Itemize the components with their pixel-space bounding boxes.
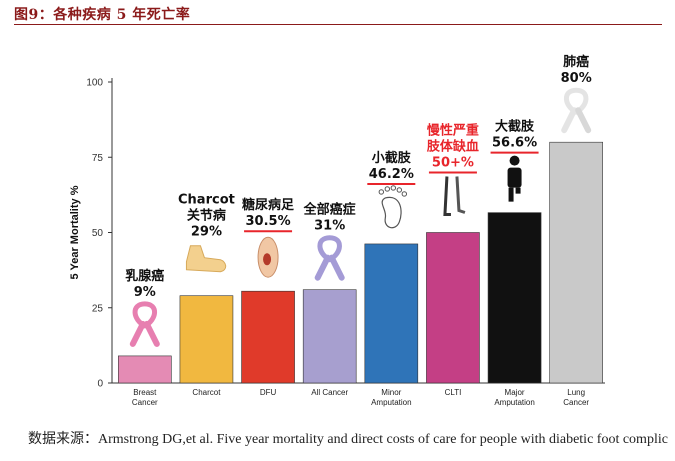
- x-tick-label: DFU: [260, 388, 277, 397]
- amputee-figure-icon: [507, 155, 522, 202]
- bar-5: [426, 232, 480, 384]
- bar-annotation-0-line-1: 9%: [134, 285, 156, 300]
- bar-annotation-1-line-1: 关节病: [187, 208, 226, 224]
- y-tick-label: 50: [92, 228, 104, 239]
- bar-4: [364, 243, 419, 384]
- footprint-icon: [378, 185, 408, 229]
- bar-annotation-6-line-1: 56.6%: [492, 136, 537, 151]
- x-tick-label: Lung Cancer: [563, 388, 589, 407]
- bar-annotation-7-line-0: 肺癌: [563, 54, 589, 70]
- bar-0: [118, 355, 172, 384]
- y-tick-label: 25: [92, 303, 104, 314]
- white-ribbon-icon: [561, 87, 592, 134]
- bar-7: [549, 141, 603, 384]
- bar-1: [179, 295, 234, 384]
- y-tick-label: 75: [92, 153, 104, 164]
- x-tick-label: All Cancer: [311, 388, 348, 397]
- foot-icon: [185, 245, 227, 273]
- bar-annotation-5-line-2: 50+%: [432, 156, 474, 171]
- wounded-foot-icon: [257, 236, 279, 278]
- bar-3: [302, 289, 357, 384]
- bar-annotation-2-line-1: 30.5%: [246, 214, 291, 229]
- title-divider: [14, 24, 662, 25]
- bar-annotation-5-line-1: 肢体缺血: [427, 139, 479, 155]
- bar-annotation-6-line-0: 大截肢: [495, 119, 535, 135]
- mortality-bar-chart: 0 25 50 75 100 5 Year Mortality % Breast Cancer…: [69, 54, 605, 407]
- bar-annotation-7-line-1: 80%: [561, 71, 592, 86]
- x-tick-label: Minor Amputation: [371, 388, 411, 407]
- x-tick-label: Breast Cancer: [132, 388, 158, 407]
- bar-annotation-2-line-0: 糖尿病足: [242, 197, 295, 213]
- legs-icon: [443, 176, 466, 216]
- lavender-ribbon-icon: [314, 235, 345, 281]
- bar-annotation-1-line-2: 29%: [191, 225, 222, 240]
- bar-annotation-5-line-0: 慢性严重: [427, 123, 479, 139]
- source-note: 数据来源：Armstrong DG,et al. Five year morta…: [28, 432, 668, 447]
- bar-annotation-3-line-1: 31%: [314, 219, 345, 234]
- bar-6: [487, 212, 542, 384]
- x-tick-label: Charcot: [192, 388, 221, 397]
- bar-annotation-0-line-0: 乳腺癌: [125, 268, 164, 284]
- pink-ribbon-icon: [129, 301, 160, 347]
- y-tick-label: 0: [97, 379, 103, 390]
- y-tick-label: 100: [86, 78, 103, 89]
- x-tick-label: CLTI: [445, 388, 462, 397]
- bar-annotation-4-line-1: 46.2%: [369, 167, 414, 182]
- bar-annotation-4-line-0: 小截肢: [372, 150, 412, 166]
- bar-annotation-1-line-0: Charcot: [178, 193, 235, 208]
- x-tick-label: Major Amputation: [494, 388, 534, 407]
- y-axis-label: 5 Year Mortality %: [69, 185, 81, 279]
- figure-title: 图9：各种疾病 5 年死亡率: [14, 7, 191, 23]
- bar-annotation-3-line-0: 全部癌症: [303, 202, 356, 218]
- bar-2: [241, 290, 295, 384]
